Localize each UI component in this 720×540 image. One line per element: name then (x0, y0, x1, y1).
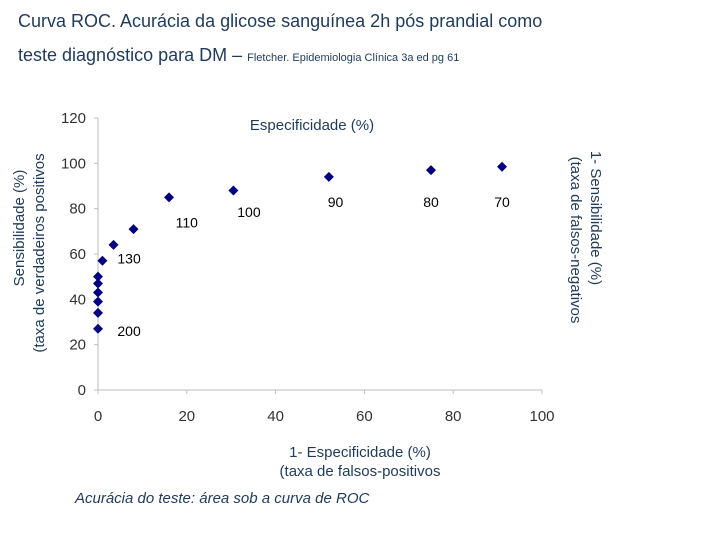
y-tick-label: 20 (69, 337, 86, 354)
y-tick-label: 0 (78, 382, 86, 399)
y-tick-label: 80 (69, 201, 86, 218)
x-tick-label: 60 (356, 408, 373, 425)
title-line-2: teste diagnóstico para DM – Fletcher. Ep… (18, 38, 708, 75)
right-axis-title-line-2: (taxa de falsos-negativos (567, 157, 584, 324)
data-point (426, 165, 436, 176)
cutoff-label: 200 (117, 323, 141, 339)
y-axis-title: Sensibilidade (%) (11, 170, 28, 287)
cutoff-label: 110 (176, 214, 199, 230)
title-line-1: Curva ROC. Acurácia da glicose sanguínea… (18, 11, 543, 31)
data-point (323, 171, 334, 182)
cutoff-label: 130 (117, 251, 141, 267)
x-tick-label: 80 (445, 408, 462, 425)
cutoff-label: 100 (237, 204, 261, 220)
data-point (93, 307, 103, 318)
x-tick-label: 20 (178, 408, 195, 425)
data-point (228, 185, 239, 196)
x-tick-label: 100 (529, 408, 554, 425)
x-axis-title: 1- Especificidade (%) (289, 444, 431, 461)
y-tick-label: 100 (61, 155, 86, 172)
data-point (97, 255, 108, 266)
data-point (93, 296, 103, 307)
cutoff-label: 90 (328, 194, 344, 210)
cutoff-label: 80 (423, 194, 439, 210)
data-point (93, 278, 103, 289)
x-tick-label: 0 (94, 408, 102, 425)
x-axis-title-line-2: (taxa de falsos-positivos (280, 463, 441, 480)
cutoff-label: 70 (494, 194, 510, 210)
y-tick-label: 40 (69, 291, 86, 308)
data-point (93, 323, 103, 334)
y-tick-label: 120 (61, 110, 86, 127)
chart-caption: Acurácia do teste: área sob a curva de R… (75, 490, 370, 507)
x-tick-label: 40 (267, 408, 284, 425)
top-axis-label: Especificidade (%) (250, 117, 374, 134)
data-point (128, 224, 139, 235)
data-point (93, 287, 103, 298)
slide-title: Curva ROC. Acurácia da glicose sanguínea… (18, 4, 708, 75)
data-point (93, 271, 103, 282)
y-axis-title-line-2: (taxa de verdadeiros positivos (31, 153, 48, 352)
right-axis-title: 1- Sensibilidade (%) (587, 151, 604, 285)
data-point (108, 239, 119, 250)
y-tick-label: 60 (69, 246, 86, 263)
data-point (497, 161, 508, 172)
citation: Fletcher. Epidemiologia Clínica 3a ed pg… (247, 52, 460, 64)
data-point (164, 192, 175, 203)
title-line-2-text: teste diagnóstico para DM – (18, 45, 243, 65)
